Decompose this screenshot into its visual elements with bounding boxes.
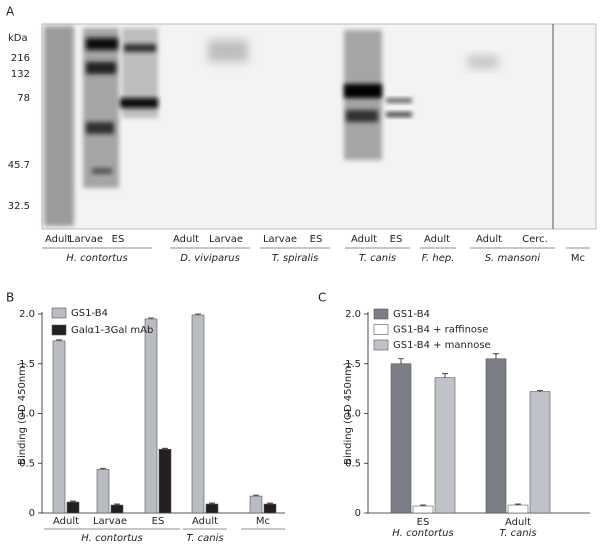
error-bar bbox=[420, 504, 426, 507]
lane-label: Adult bbox=[424, 234, 450, 245]
group-label: S. mansoni bbox=[485, 253, 541, 264]
y-tick-label: 1.5 bbox=[345, 359, 361, 370]
x-tick-label: Adult bbox=[505, 517, 531, 528]
bar bbox=[110, 504, 124, 514]
bar bbox=[485, 358, 507, 514]
error-bar bbox=[267, 502, 273, 505]
x-tick-label: ES bbox=[152, 516, 165, 527]
lane-label: Adult bbox=[351, 234, 377, 245]
legend-label: GS1-B4 + mannose bbox=[393, 340, 491, 351]
group-label: T. canis bbox=[186, 533, 223, 544]
legend-label: GS1-B4 bbox=[393, 309, 430, 320]
bar bbox=[249, 495, 263, 514]
lane-label: Adult bbox=[45, 234, 71, 245]
bar bbox=[144, 318, 158, 514]
legend-swatch bbox=[373, 308, 389, 320]
group-label: F. hep. bbox=[422, 253, 455, 264]
error-bar bbox=[56, 339, 62, 341]
error-bar bbox=[209, 502, 215, 505]
x-tick-label: Mc bbox=[256, 516, 270, 527]
marker-label: 216 bbox=[11, 53, 30, 64]
error-bar bbox=[398, 358, 404, 364]
group-label: H. contortus bbox=[81, 533, 142, 544]
group-label: D. viviparus bbox=[180, 253, 240, 264]
bar bbox=[66, 501, 80, 514]
legend-label: GS1-B4 + raffinose bbox=[393, 325, 488, 336]
bar bbox=[434, 377, 456, 514]
lane-label: ES bbox=[112, 234, 125, 245]
x-tick-label: ES bbox=[417, 517, 430, 528]
lane-label: Larvae bbox=[263, 234, 297, 245]
y-tick-label: 1.0 bbox=[345, 409, 361, 420]
y-tick-label: 1.0 bbox=[19, 409, 35, 420]
lane-label: Cerc. bbox=[522, 234, 548, 245]
unit-label: kDa bbox=[8, 33, 28, 44]
error-bar bbox=[253, 494, 259, 497]
error-bar bbox=[114, 503, 120, 506]
bar bbox=[191, 314, 205, 514]
group-label: T. canis bbox=[359, 253, 396, 264]
legend-label: Galα1-3Gal mAb bbox=[71, 325, 153, 336]
error-bar bbox=[493, 353, 499, 359]
legend-label: GS1-B4 bbox=[71, 308, 108, 319]
bar bbox=[96, 468, 110, 514]
group-label: H. contortus bbox=[392, 528, 453, 539]
bar bbox=[158, 449, 172, 514]
bar bbox=[507, 504, 529, 514]
bar bbox=[205, 503, 219, 514]
group-label: T. canis bbox=[499, 528, 536, 539]
error-bar bbox=[70, 500, 76, 503]
error-bar bbox=[195, 313, 201, 315]
x-tick-label: Adult bbox=[192, 516, 218, 527]
y-tick-label: 2.0 bbox=[345, 309, 361, 320]
blot-image bbox=[41, 23, 597, 230]
error-bar bbox=[442, 373, 448, 378]
y-tick-label: 1.5 bbox=[19, 359, 35, 370]
x-tick-label: Larvae bbox=[93, 516, 127, 527]
group-label: Mc bbox=[571, 253, 585, 264]
error-bar bbox=[537, 390, 543, 392]
lane-label: Larvae bbox=[209, 234, 243, 245]
bar bbox=[412, 505, 434, 514]
lane-label: Larvae bbox=[69, 234, 103, 245]
error-bar bbox=[100, 467, 106, 470]
lane-label: Adult bbox=[173, 234, 199, 245]
bar bbox=[390, 363, 412, 514]
x-tick-label: Adult bbox=[53, 516, 79, 527]
group-label: T. spiralis bbox=[272, 253, 319, 264]
y-tick-label: 0.5 bbox=[19, 458, 35, 469]
legend-swatch bbox=[373, 324, 389, 335]
y-tick-label: 0.5 bbox=[345, 458, 361, 469]
panel-label: C bbox=[318, 291, 326, 305]
marker-label: 32.5 bbox=[8, 201, 30, 212]
y-tick-label: 2.0 bbox=[19, 309, 35, 320]
error-bar bbox=[148, 317, 154, 319]
y-tick-label: 0 bbox=[29, 508, 35, 519]
panel-label: B bbox=[6, 291, 14, 305]
error-bar bbox=[515, 503, 521, 506]
lane-label: Adult bbox=[476, 234, 502, 245]
y-tick-label: 0 bbox=[355, 508, 361, 519]
y-axis-label: Binding (OD 450nm) bbox=[17, 362, 28, 465]
group-label: H. contortus bbox=[66, 253, 127, 264]
panel-label: A bbox=[6, 5, 15, 19]
lane-label: ES bbox=[390, 234, 403, 245]
bar bbox=[529, 391, 551, 514]
y-axis-label: Binding (OD 450nm) bbox=[343, 362, 354, 465]
legend-swatch bbox=[51, 324, 67, 336]
marker-label: 132 bbox=[11, 69, 30, 80]
legend-swatch bbox=[51, 307, 67, 319]
marker-label: 78 bbox=[17, 93, 30, 104]
lane-label: ES bbox=[310, 234, 323, 245]
error-bar bbox=[162, 447, 168, 450]
bar bbox=[263, 503, 277, 514]
legend-swatch bbox=[373, 339, 389, 351]
bar bbox=[52, 340, 66, 514]
marker-label: 45.7 bbox=[8, 160, 30, 171]
